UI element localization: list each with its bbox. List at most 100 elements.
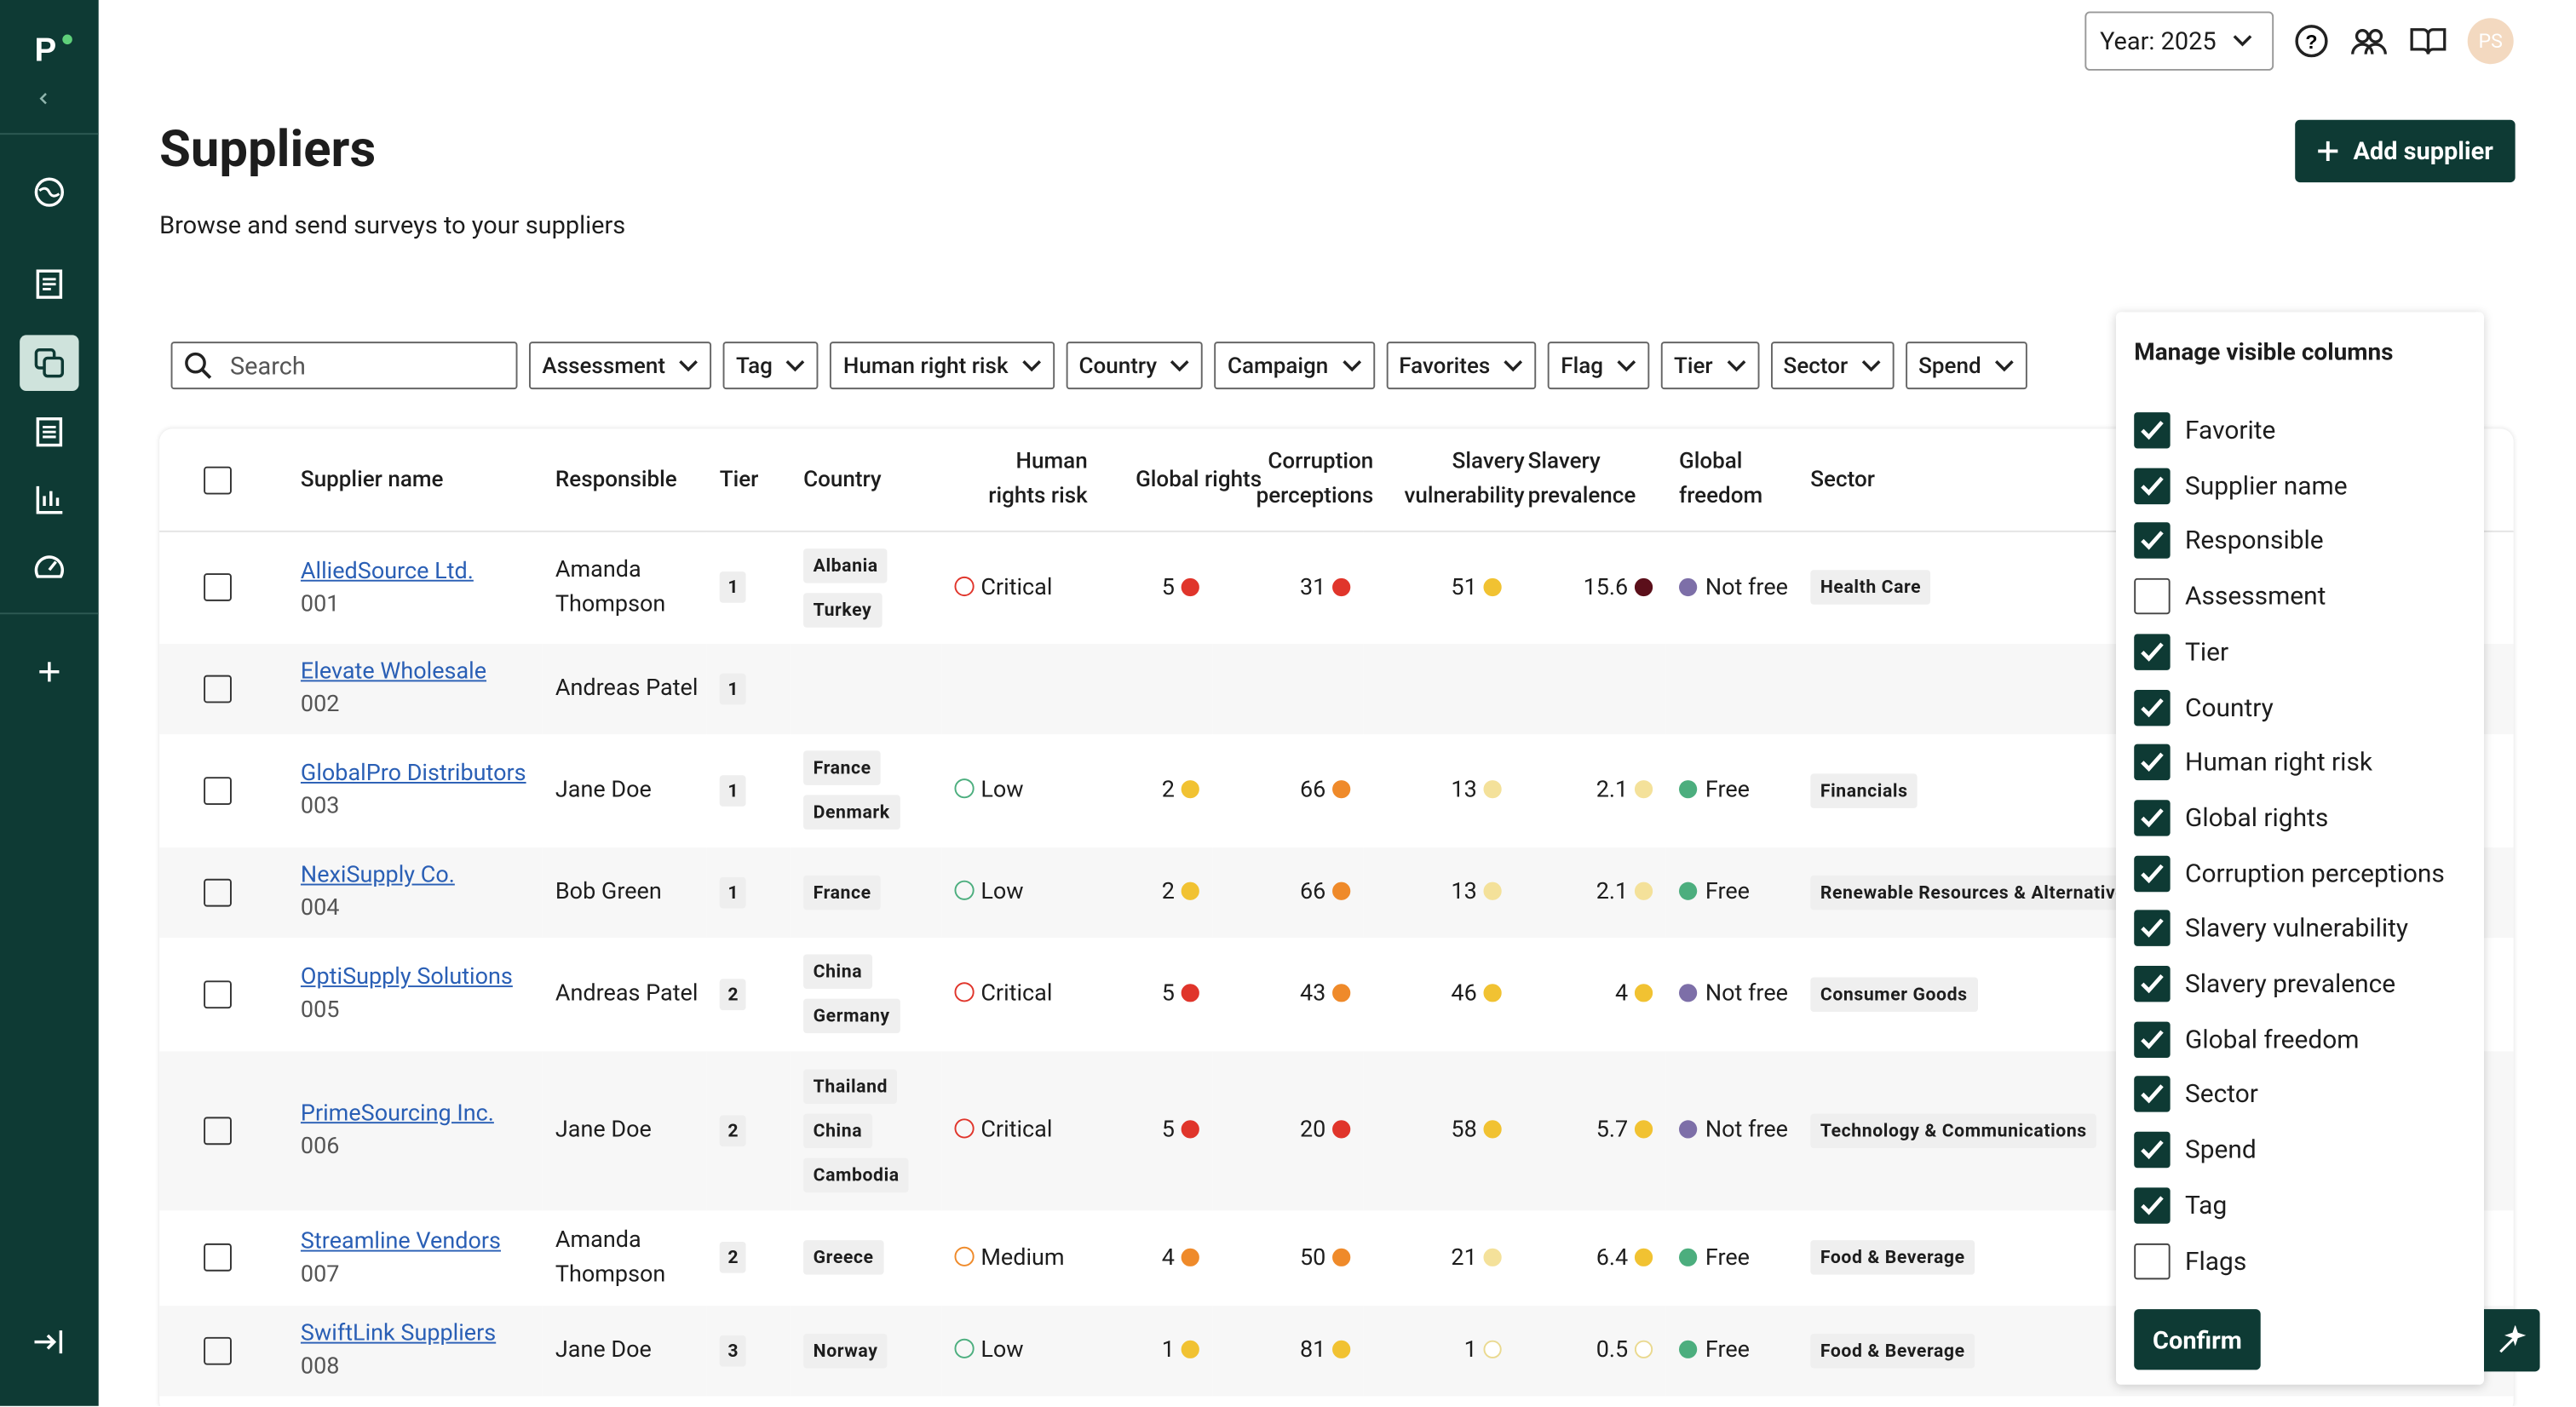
row-checkbox[interactable] — [204, 979, 232, 1008]
column-toggle[interactable]: Assessment — [2134, 578, 2326, 615]
filter-dropdown[interactable]: Assessment — [528, 342, 712, 390]
search-box[interactable]: Search — [170, 342, 518, 390]
filter-dropdown[interactable]: Human right risk — [830, 342, 1055, 390]
cell: Consumer Goods — [1797, 937, 2514, 1050]
nav-analytics[interactable] — [20, 471, 78, 527]
toggle-checkbox[interactable] — [2134, 1020, 2171, 1058]
toggle-checkbox[interactable] — [2134, 855, 2171, 892]
filter-dropdown[interactable]: Flag — [1547, 342, 1650, 390]
column-toggle[interactable]: Global rights — [2134, 800, 2328, 836]
risk-ring — [954, 1338, 975, 1358]
cell: 2 — [1101, 847, 1212, 937]
column-header-label: Sector — [1810, 465, 1875, 492]
column-toggle[interactable]: Corruption perceptions — [2134, 855, 2445, 892]
toggle-checkbox[interactable] — [2134, 689, 2171, 726]
column-toggle[interactable]: Tag — [2134, 1186, 2227, 1224]
cell: 2.1 — [1515, 847, 1665, 937]
column-toggle[interactable]: Global freedom — [2134, 1020, 2359, 1058]
nav-suppliers[interactable] — [20, 335, 79, 391]
column-toggle[interactable]: Sector — [2134, 1076, 2258, 1113]
supplier-link[interactable]: NexiSupply Co. — [300, 862, 455, 889]
row-checkbox[interactable] — [204, 877, 232, 906]
cell: 13 — [1364, 733, 1515, 847]
nav-surveys[interactable] — [20, 256, 78, 313]
toggle-checkbox[interactable] — [2134, 468, 2171, 504]
filter-dropdown[interactable]: Tag — [722, 342, 819, 390]
row-checkbox[interactable] — [204, 776, 232, 805]
supplier-id: 001 — [300, 590, 340, 617]
toggle-checkbox[interactable] — [2134, 1076, 2171, 1113]
column-toggle[interactable]: Slavery prevalence — [2134, 965, 2395, 1002]
filter-dropdown[interactable]: Sector — [1770, 342, 1895, 390]
nav-add[interactable] — [20, 644, 78, 700]
column-toggle[interactable]: Flags — [2134, 1242, 2246, 1279]
cell: 1 — [706, 531, 790, 643]
filter-dropdown[interactable]: Country — [1066, 342, 1204, 390]
filter-dropdown[interactable]: Campaign — [1214, 342, 1375, 390]
filter-label: Flag — [1561, 352, 1604, 379]
filter-dropdown[interactable]: Spend — [1905, 342, 2027, 390]
responsible: Jane Doe — [555, 1335, 652, 1363]
cell: NexiSupply Co. 004 — [287, 847, 542, 937]
nav-dashboard[interactable] — [20, 164, 78, 221]
docs-icon[interactable] — [2408, 23, 2447, 59]
nav-performance[interactable] — [20, 539, 78, 595]
column-toggle[interactable]: Country — [2134, 689, 2274, 726]
supplier-link[interactable]: Elevate Wholesale — [300, 658, 487, 686]
toggle-checkbox[interactable] — [2134, 965, 2171, 1002]
column-toggle[interactable]: Slavery vulnerability — [2134, 910, 2408, 947]
row-checkbox[interactable] — [204, 1335, 232, 1364]
cell — [159, 531, 287, 643]
row-checkbox[interactable] — [204, 573, 232, 602]
column-toggle[interactable]: Supplier name — [2134, 468, 2348, 504]
cell: 4 — [1101, 1209, 1212, 1305]
toggle-checkbox[interactable] — [2134, 523, 2171, 560]
community-icon[interactable] — [2349, 23, 2389, 59]
cell: Free — [1666, 847, 1797, 937]
add-supplier-button[interactable]: Add supplier — [2295, 119, 2516, 183]
risk-dot — [1483, 882, 1502, 900]
column-toggle[interactable]: Responsible — [2134, 523, 2324, 560]
column-header-label: Tier — [719, 465, 759, 492]
filter-dropdown[interactable]: Tier — [1660, 342, 1759, 390]
nav-reports[interactable] — [20, 404, 78, 460]
supplier-link[interactable]: GlobalPro Distributors — [300, 760, 526, 787]
row-checkbox[interactable] — [204, 1116, 232, 1145]
column-toggle[interactable]: Tier — [2134, 634, 2228, 670]
column-toggle[interactable]: Spend — [2134, 1131, 2257, 1169]
row-checkbox[interactable] — [204, 674, 232, 703]
toggle-checkbox[interactable] — [2134, 1186, 2171, 1224]
nav-expand[interactable] — [20, 1314, 78, 1370]
supplier-link[interactable]: PrimeSourcing Inc. — [300, 1100, 494, 1127]
toggle-checkbox[interactable] — [2134, 634, 2171, 670]
column-toggle[interactable]: Human right risk — [2134, 744, 2372, 781]
help-icon[interactable]: ? — [2293, 23, 2329, 59]
panel-title: Manage visible columns — [2134, 338, 2394, 367]
select-all-checkbox[interactable] — [204, 465, 232, 494]
supplier-link[interactable]: AlliedSource Ltd. — [300, 558, 474, 585]
year-select[interactable]: Year: 2025 — [2084, 11, 2274, 71]
confirm-button[interactable]: Confirm — [2134, 1309, 2261, 1370]
row-checkbox[interactable] — [204, 1243, 232, 1272]
toggle-checkbox[interactable] — [2134, 744, 2171, 781]
assistant-button[interactable] — [2483, 1309, 2540, 1372]
index-value: 2 — [1161, 878, 1175, 905]
supplier-link[interactable]: OptiSupply Solutions — [300, 964, 513, 991]
country-wrap: Greece — [803, 1235, 941, 1279]
toggle-checkbox[interactable] — [2134, 1131, 2171, 1169]
toggle-checkbox[interactable] — [2134, 1242, 2171, 1279]
supplier-link[interactable]: SwiftLink Suppliers — [300, 1320, 497, 1347]
column-header-label: Slavery prevalence — [1527, 448, 1636, 509]
toggle-checkbox[interactable] — [2134, 800, 2171, 836]
toggle-checkbox[interactable] — [2134, 910, 2171, 947]
avatar[interactable]: PS — [2467, 18, 2514, 65]
cell — [159, 937, 287, 1050]
filter-dropdown[interactable]: Favorites — [1385, 342, 1537, 390]
toggle-checkbox[interactable] — [2134, 412, 2171, 449]
toggle-checkbox[interactable] — [2134, 578, 2171, 615]
country-tag: Thailand — [803, 1068, 898, 1104]
column-toggle[interactable]: Favorite — [2134, 412, 2275, 449]
cell — [1364, 643, 1515, 733]
supplier-link[interactable]: Streamline Vendors — [300, 1227, 502, 1255]
risk-ring — [954, 982, 975, 1002]
